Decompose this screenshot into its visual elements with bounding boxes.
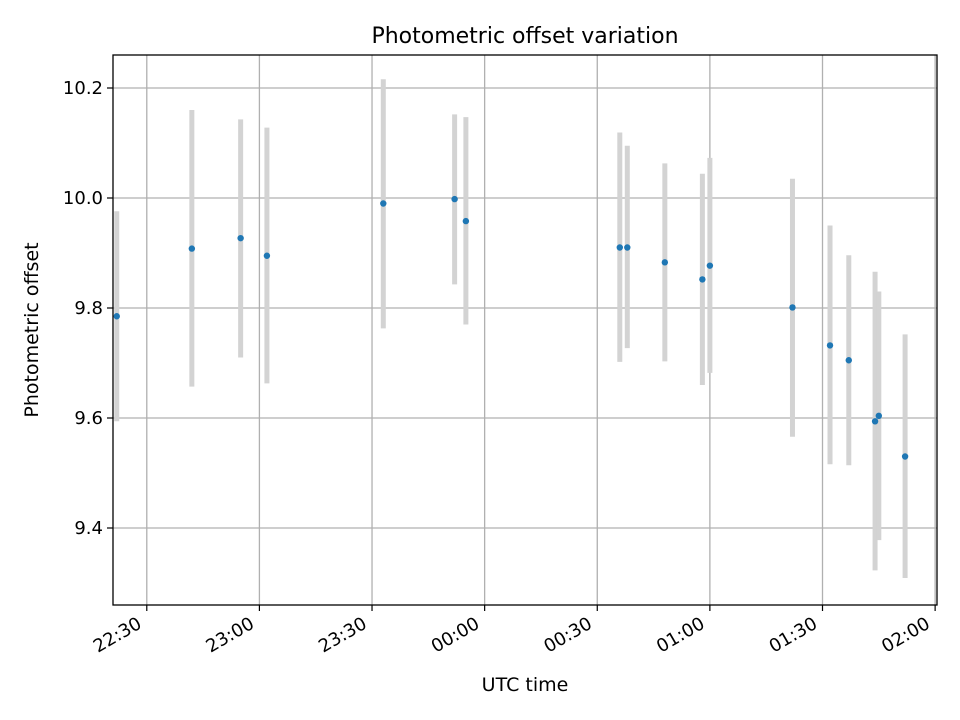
data-points	[113, 195, 909, 460]
data-point	[616, 244, 623, 251]
x-axis-label: UTC time	[482, 674, 569, 696]
data-point	[871, 418, 879, 425]
data-point	[624, 244, 631, 251]
data-point	[845, 357, 852, 364]
data-point	[188, 245, 196, 252]
data-point	[875, 412, 883, 419]
data-point	[462, 217, 470, 225]
data-point	[901, 453, 909, 460]
y-tick-label: 9.8	[74, 298, 103, 319]
data-point	[789, 304, 796, 311]
data-point	[451, 195, 458, 203]
data-point	[699, 276, 706, 283]
data-point	[113, 313, 120, 320]
data-point	[380, 200, 387, 207]
data-point	[237, 234, 244, 242]
y-tick-label: 10.2	[63, 78, 103, 99]
y-tick-label: 9.6	[74, 408, 103, 429]
plot-area-frame	[112, 54, 938, 606]
y-tick-label: 10.0	[63, 188, 103, 209]
y-axis-label: Photometric offset	[21, 242, 43, 417]
data-point	[661, 259, 669, 266]
data-point	[826, 342, 834, 349]
chart-title: Photometric offset variation	[371, 24, 678, 49]
y-axis-ticks: 9.4 9.6 9.8 10.0 10.2	[63, 78, 113, 539]
data-point	[706, 262, 714, 269]
y-tick-label: 9.4	[74, 518, 103, 539]
data-point	[263, 252, 271, 259]
